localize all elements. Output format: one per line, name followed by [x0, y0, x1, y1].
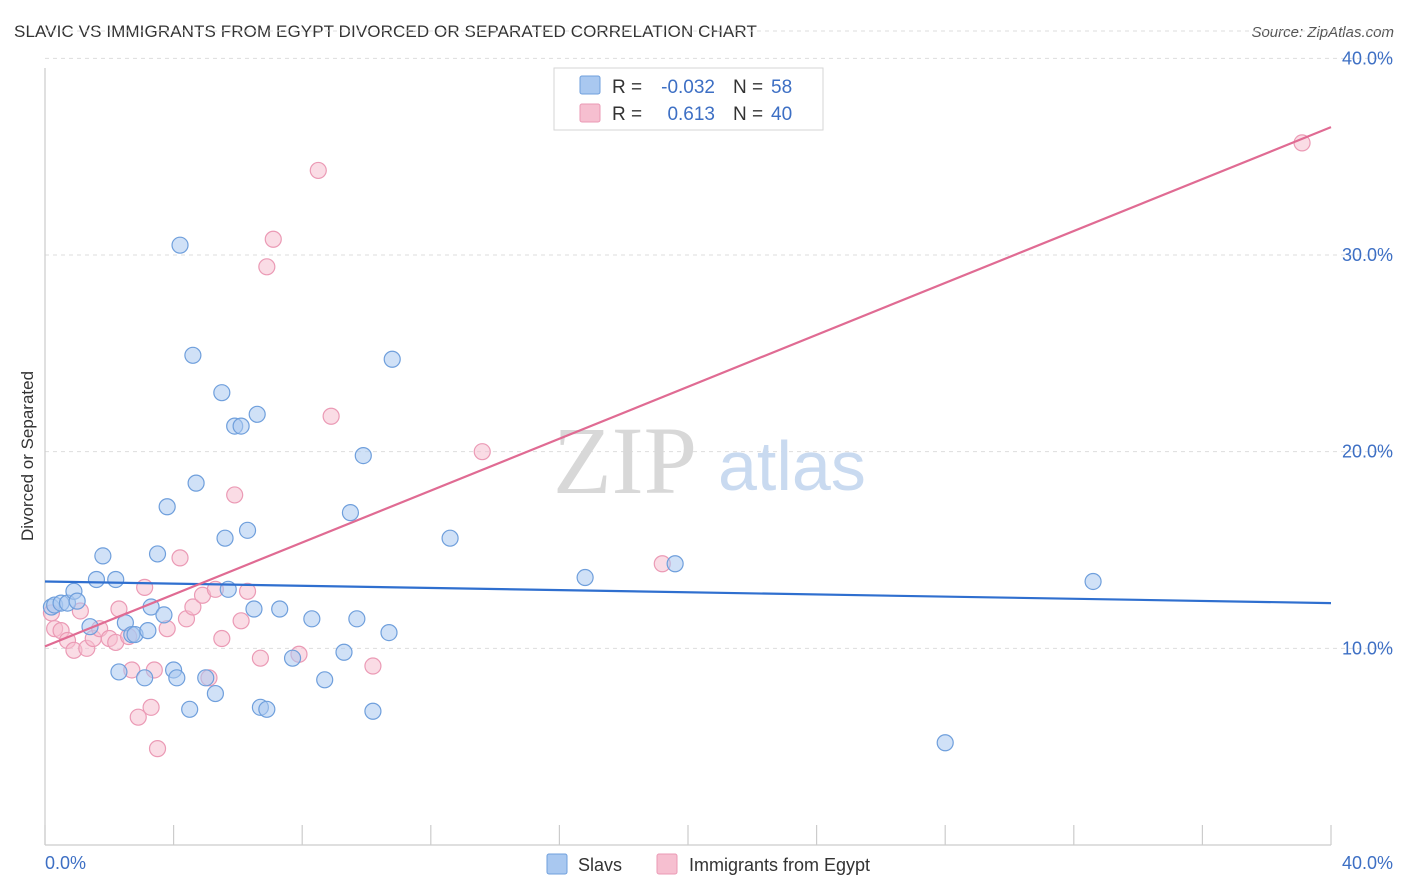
slavs-trend-line	[44, 580, 1332, 605]
legend-n-label-2: N =	[733, 104, 763, 125]
grid-lines	[45, 30, 1392, 649]
slavs-point	[206, 684, 224, 703]
slavs-point	[383, 350, 401, 368]
slavs-point	[348, 610, 366, 628]
slavs-point	[232, 417, 250, 435]
slavs-point	[110, 663, 128, 681]
y-tick-label: 10.0%	[1342, 638, 1393, 658]
legend-r-value-1: -0.032	[661, 77, 715, 98]
slavs-point	[158, 498, 176, 516]
x-tick-label-max: 40.0%	[1342, 853, 1393, 873]
slavs-point	[155, 606, 173, 624]
slavs-point	[245, 600, 263, 618]
egypt-point	[129, 708, 147, 726]
slavs-point	[341, 504, 360, 522]
legend-swatch-egypt	[579, 103, 601, 123]
y-axis-label: Divorced or Separated	[18, 371, 37, 541]
slavs-point	[139, 622, 157, 640]
legend-n-value-2: 40	[771, 104, 792, 125]
egypt-point	[238, 582, 257, 600]
watermark-zip: ZIP	[553, 407, 697, 514]
y-tick-label: 40.0%	[1342, 48, 1393, 68]
egypt-point	[232, 612, 250, 630]
slavs-point	[168, 669, 186, 687]
legend-r-label-2: R =	[612, 104, 642, 125]
slavs-point	[171, 236, 189, 254]
egypt-point	[213, 629, 231, 648]
egypt-point	[226, 486, 244, 504]
slavs-point	[441, 529, 459, 547]
legend-r-label-1: R =	[612, 77, 642, 98]
slavs-point	[364, 702, 382, 720]
slavs-point	[238, 521, 257, 539]
slavs-point	[283, 649, 302, 667]
legend-n-label-1: N =	[733, 77, 763, 98]
slavs-point	[181, 700, 199, 718]
slavs-point	[187, 474, 205, 492]
slavs-point	[216, 529, 234, 547]
chart-source: Source: ZipAtlas.com	[1251, 24, 1394, 41]
bottom-legend-slavs: Slavs	[578, 855, 622, 875]
slavs-point	[936, 734, 954, 752]
slavs-point	[148, 545, 167, 563]
slavs-point	[248, 405, 266, 423]
slavs-point	[107, 570, 125, 589]
slavs-point	[136, 669, 154, 687]
y-tick-label: 30.0%	[1342, 245, 1393, 265]
slavs-point	[271, 600, 289, 618]
slavs-point	[184, 346, 202, 364]
slavs-point	[258, 700, 276, 718]
egypt-point	[251, 649, 270, 667]
egypt-point	[264, 230, 282, 248]
slavs-point	[87, 570, 106, 589]
slavs-point	[68, 592, 86, 610]
legend-r-value-2: 0.613	[667, 104, 715, 125]
bottom-legend-swatch-egypt	[656, 853, 678, 875]
slavs-point	[213, 384, 231, 402]
egypt-point	[171, 549, 189, 567]
slavs-point	[335, 643, 353, 661]
correlation-legend: R = -0.032 N = 58 R = 0.613 N = 40	[553, 67, 824, 131]
egypt-point	[184, 598, 202, 616]
slavs-point	[94, 547, 112, 565]
bottom-legend: Slavs Immigrants from Egypt	[546, 853, 870, 875]
egypt-point	[136, 578, 154, 596]
bottom-legend-egypt: Immigrants from Egypt	[689, 855, 870, 875]
slavs-point	[316, 671, 334, 689]
y-tick-label: 20.0%	[1342, 442, 1393, 462]
egypt-point	[258, 258, 276, 276]
watermark-atlas: atlas	[718, 427, 866, 505]
chart-title: SLAVIC VS IMMIGRANTS FROM EGYPT DIVORCED…	[14, 22, 757, 41]
egypt-point	[322, 407, 340, 425]
legend-swatch-slavs	[579, 75, 601, 95]
egypt-point	[473, 443, 491, 461]
egypt-point	[309, 161, 327, 180]
slavs-points	[42, 236, 1102, 752]
slavs-point	[576, 568, 594, 587]
slavs-point	[303, 610, 321, 628]
egypt-point	[142, 698, 160, 716]
x-ticks	[44, 825, 1332, 845]
slavs-point	[197, 669, 215, 687]
egypt-point	[148, 740, 167, 758]
slavs-point	[380, 623, 398, 642]
slavs-point	[354, 447, 372, 465]
slavs-point	[666, 555, 684, 573]
x-tick-label-min: 0.0%	[45, 853, 86, 873]
legend-n-value-1: 58	[771, 77, 792, 98]
y-tick-labels: 10.0% 20.0% 30.0% 40.0%	[1342, 48, 1393, 658]
slavs-point	[1084, 572, 1102, 591]
bottom-legend-swatch-slavs	[546, 853, 568, 875]
egypt-trend-line	[44, 126, 1332, 648]
egypt-point	[364, 657, 382, 675]
